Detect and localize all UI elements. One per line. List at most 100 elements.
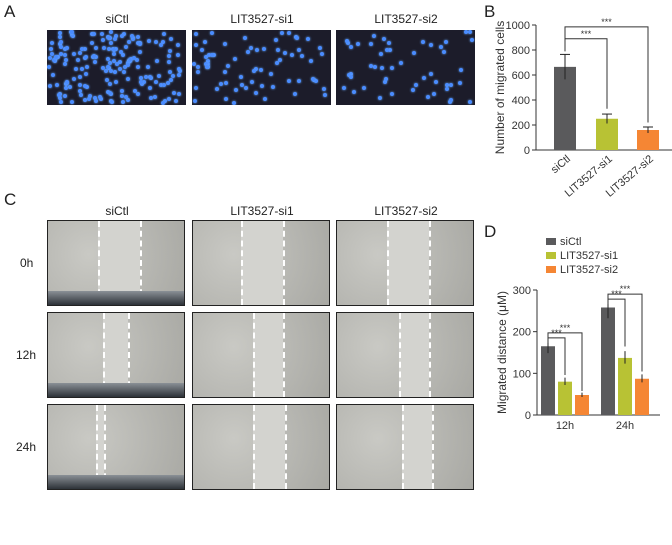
cell-nucleus [210,30,215,35]
cell-nucleus [432,91,437,96]
cell-nucleus [169,78,174,83]
cell-nucleus [176,73,181,78]
cell-nucleus [322,86,327,91]
cell-nucleus [458,81,463,86]
fluo-title-1: siCtl [105,12,129,26]
cell-nucleus [158,82,163,87]
cell-nucleus [243,36,248,41]
bar [575,395,589,415]
cell-nucleus [143,75,148,80]
cell-nucleus [203,40,208,45]
cell-nucleus [88,94,93,99]
significance-label: *** [611,289,622,299]
cell-nucleus [87,97,92,102]
cell-nucleus [448,83,453,88]
cell-nucleus [130,34,135,39]
cell-nucleus [139,80,143,85]
cell-nucleus [204,55,209,60]
cell-nucleus [178,69,183,74]
y-tick-label: 0 [525,410,531,422]
cell-nucleus [92,96,97,101]
wound-edge-line [128,313,130,397]
cell-nucleus [234,88,239,92]
cell-nucleus [78,88,83,93]
cell-nucleus [251,69,256,73]
cell-nucleus [277,58,282,63]
cell-nucleus [381,37,386,42]
cell-nucleus [297,48,302,53]
cell-nucleus [123,45,128,50]
wound-edge-line [432,405,434,489]
x-tick-label: 12h [556,420,574,432]
cell-nucleus [205,59,210,64]
cell-nucleus [425,95,430,100]
cell-nucleus [105,77,110,82]
cell-nucleus [362,85,367,90]
cell-nucleus [119,49,124,54]
cell-nucleus [113,33,118,38]
cell-nucleus [155,59,160,64]
legend-swatch [546,266,556,273]
cell-nucleus [79,92,84,97]
cell-nucleus [98,95,102,100]
cell-nucleus [254,47,259,52]
cell-nucleus [76,57,81,62]
cell-nucleus [122,64,127,69]
cell-nucleus [232,57,237,62]
y-tick-label: 800 [512,45,530,57]
cell-nucleus [129,57,134,62]
cell-nucleus [109,41,114,46]
cell-nucleus [119,88,124,93]
wound-edge-line [387,221,389,305]
cell-nucleus [145,64,150,69]
cell-nucleus [51,57,56,62]
cell-nucleus [199,48,204,53]
y-tick-label: 300 [513,285,531,297]
significance-label: *** [560,323,571,333]
cell-nucleus [390,65,395,70]
cell-nucleus [138,75,143,80]
bar [558,381,572,415]
fluo-title-2: LIT3527-si1 [230,12,294,26]
y-tick-label: 0 [524,145,530,157]
significance-label: *** [581,29,592,39]
cell-nucleus [153,80,158,85]
cell-nucleus [58,34,63,39]
wound-gap [253,405,285,489]
cell-nucleus [83,84,88,89]
cell-nucleus [254,66,259,71]
wound-healing-image [47,404,185,490]
fluo-title-3: LIT3527-si2 [374,12,438,26]
cell-nucleus [112,47,117,52]
cell-nucleus [126,63,131,68]
cell-nucleus [130,37,135,42]
cell-nucleus [71,76,76,81]
cell-nucleus [458,67,463,72]
wound-edge-line [399,313,401,397]
bar [541,346,555,415]
cell-nucleus [84,64,89,69]
wound-title-3: LIT3527-si2 [374,204,438,218]
cell-nucleus [58,44,63,49]
cell-nucleus [48,47,53,52]
cell-nucleus [122,70,127,75]
cell-nucleus [135,57,140,62]
cell-nucleus [120,100,125,105]
cell-nucleus [192,61,196,66]
cell-nucleus [114,46,119,51]
wound-edge-line [241,221,243,305]
cell-nucleus [119,33,124,38]
cell-nucleus [194,42,199,47]
wound-healing-image [192,404,330,490]
cell-nucleus [67,84,72,89]
cell-nucleus [167,48,172,53]
cell-nucleus [101,45,106,50]
cell-nucleus [348,71,353,76]
cell-nucleus [175,53,180,58]
cell-nucleus [106,65,111,70]
x-tick-label: siCtl [549,153,573,176]
cell-nucleus [57,92,62,97]
cell-nucleus [93,99,98,104]
wound-edge-line [429,313,431,397]
cell-nucleus [132,88,137,93]
